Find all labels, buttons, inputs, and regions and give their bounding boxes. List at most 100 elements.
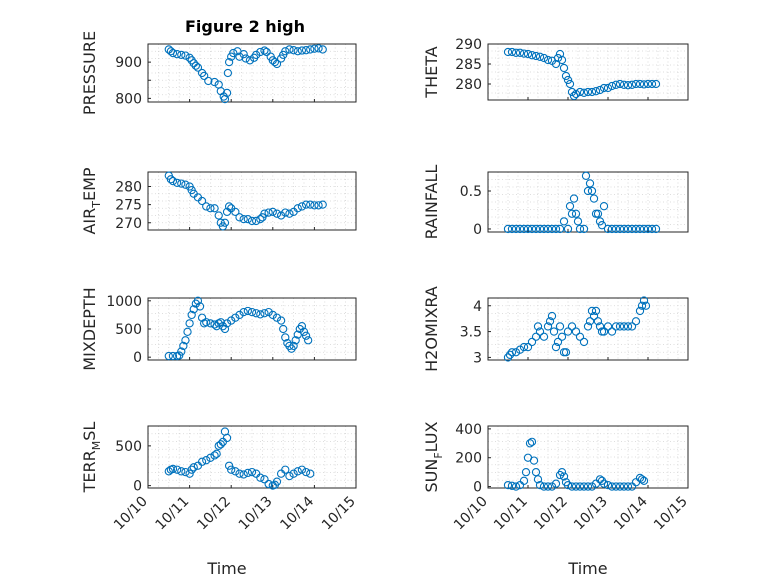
data-point <box>239 307 248 317</box>
data-point <box>599 327 609 336</box>
data-point <box>202 318 211 327</box>
data-point <box>202 202 211 211</box>
data-point <box>281 465 290 474</box>
data-point <box>639 476 649 485</box>
data-point <box>503 47 513 57</box>
data-point <box>181 180 190 189</box>
data-point <box>611 322 621 331</box>
data-point <box>603 480 613 490</box>
data-point <box>181 336 190 345</box>
data-point <box>571 327 581 336</box>
data-point <box>243 468 252 478</box>
data-point <box>553 53 563 63</box>
x-tick-label: 10/13 <box>236 494 276 534</box>
y-tick-label: 3 <box>473 350 482 366</box>
data-point <box>523 224 533 234</box>
data-point <box>264 208 273 217</box>
data-point <box>172 50 182 59</box>
y-tick-label: 270 <box>115 216 142 232</box>
data-point <box>575 482 585 491</box>
y-tick-label: 0.5 <box>460 184 482 200</box>
data-point <box>227 465 236 474</box>
data-point <box>224 57 234 67</box>
data-point <box>507 481 517 490</box>
data-point <box>189 59 198 68</box>
data-point <box>507 224 517 234</box>
x-tick-label: 10/11 <box>491 494 531 534</box>
data-point <box>571 209 581 218</box>
data-point <box>539 482 549 491</box>
y-tick-label: 0 <box>473 222 482 238</box>
data-point <box>235 52 244 61</box>
data-point <box>245 56 255 65</box>
data-point <box>507 348 517 357</box>
data-point <box>539 332 549 341</box>
data-point <box>579 482 589 491</box>
figure-title: Figure 2 high <box>185 17 305 36</box>
data-point <box>289 469 298 478</box>
data-point <box>555 49 565 59</box>
data-point <box>260 209 269 218</box>
y-tick-label: 200 <box>455 451 482 467</box>
data-point <box>285 471 294 481</box>
y-tick-label: 3.5 <box>460 325 482 341</box>
data-point <box>231 467 240 476</box>
data-point <box>583 482 593 491</box>
data-point <box>264 479 273 489</box>
data-point <box>607 224 617 234</box>
data-point <box>220 218 230 227</box>
data-point <box>619 80 629 89</box>
data-point <box>285 45 294 54</box>
data-point <box>527 337 537 347</box>
data-point <box>216 440 225 449</box>
data-point <box>175 351 184 360</box>
y-axis-label: H2OMIXRA <box>422 286 441 372</box>
y-tick-label: 0 <box>133 350 142 366</box>
data-point <box>252 216 261 226</box>
data-point <box>318 45 327 54</box>
data-point <box>256 473 265 482</box>
data-point <box>262 47 271 57</box>
data-point <box>647 79 657 89</box>
data-point <box>260 475 269 484</box>
subplot-mixdepth: 0 500 1000 MIXDEPTH <box>80 287 357 371</box>
data-point <box>553 337 563 347</box>
data-point <box>210 77 219 87</box>
data-point <box>193 296 203 305</box>
data-point <box>289 46 298 55</box>
data-point <box>306 45 315 54</box>
data-point <box>243 214 252 224</box>
subplot-h2omixra: 3 3.5 4 H2OMIXRA <box>422 286 689 372</box>
data-point <box>241 54 250 63</box>
data-point <box>177 179 186 188</box>
data-point <box>551 59 561 69</box>
data-point <box>643 79 653 89</box>
data-point <box>563 75 573 85</box>
data-point <box>607 81 617 91</box>
data-point <box>579 88 589 97</box>
subplot-sun_flux: 0 200 400 10/10 10/11 10/12 10/13 10/14 10/15 Tim… <box>422 421 691 578</box>
data-point <box>611 224 621 234</box>
data-point <box>565 202 575 211</box>
data-point <box>615 79 625 89</box>
data-point <box>631 317 641 326</box>
data-point <box>239 50 248 59</box>
data-point <box>521 467 531 477</box>
data-point <box>216 318 225 327</box>
data-point <box>310 201 319 210</box>
data-point <box>639 224 649 234</box>
data-point <box>276 211 286 220</box>
subplot-rainfall: 0 0.5 RAINFALL <box>422 165 689 239</box>
data-point <box>297 465 307 474</box>
data-point <box>252 309 261 318</box>
data-point <box>172 178 182 188</box>
data-point <box>603 83 613 93</box>
data-point <box>641 301 651 310</box>
data-point <box>619 224 629 234</box>
data-point <box>559 217 569 226</box>
data-point <box>635 306 645 316</box>
data-point <box>623 224 633 234</box>
data-point <box>627 80 637 89</box>
data-point <box>515 48 525 57</box>
